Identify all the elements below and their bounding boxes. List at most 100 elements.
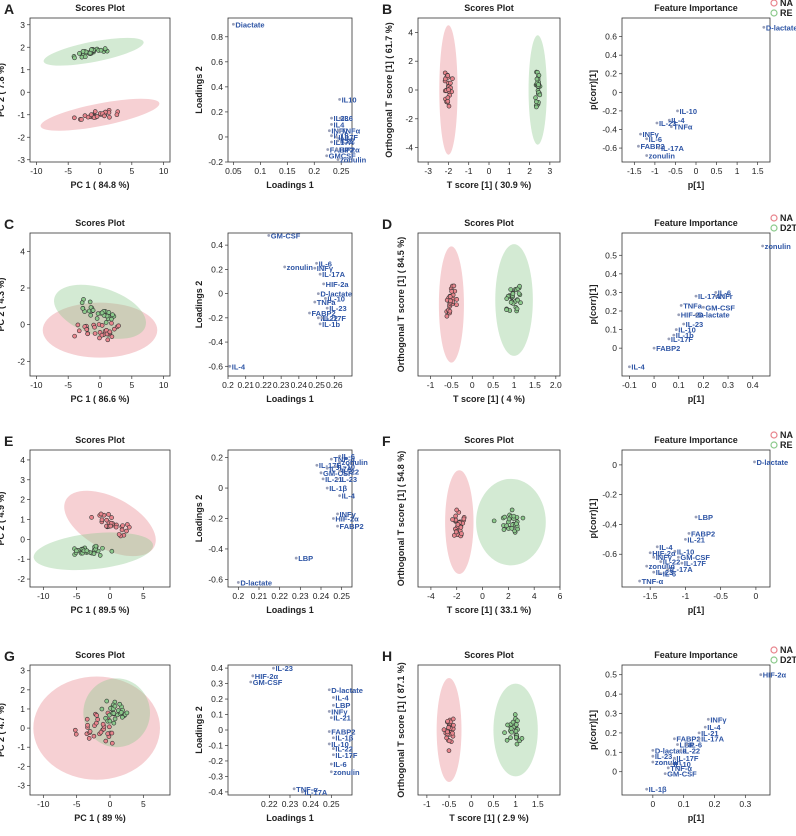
- score-point-NA: [461, 516, 467, 522]
- loading-point: [313, 266, 317, 270]
- score-point-NA: [97, 335, 102, 341]
- loading-label: LBP: [698, 513, 713, 522]
- x-tick-label: -10: [37, 591, 50, 601]
- y-tick-label: 0.2: [211, 264, 223, 274]
- score-point-D2T: [88, 312, 94, 318]
- panel-title: Scores Plot: [75, 218, 125, 228]
- x-axis-label: Loadings 1: [266, 394, 314, 404]
- score-point-D2T: [502, 730, 507, 735]
- y-tick-label: 0.2: [605, 306, 617, 316]
- x-tick-label: -2: [445, 166, 453, 176]
- score-point-RE: [74, 548, 79, 554]
- y-tick-label: -0.4: [602, 519, 617, 529]
- score-point-NA: [92, 109, 98, 114]
- loading-point: [637, 144, 640, 148]
- y-tick-label: -3: [17, 780, 25, 790]
- loading-label: TNFa: [317, 298, 337, 307]
- loading-point: [714, 291, 718, 294]
- loading-label: IL-6: [342, 452, 355, 461]
- score-point-RE: [100, 545, 105, 551]
- panel-letter: G: [4, 648, 15, 664]
- y-axis-label: PC 2 ( 4.7 %): [0, 703, 6, 757]
- x-tick-label: 0.5: [488, 799, 500, 809]
- score-point-RE: [97, 553, 103, 558]
- score-point-D2T: [519, 736, 525, 741]
- panel-F1: Scores Plot F -4 -2 0 2 4 6 T score [1] ( 33.1 %…: [382, 433, 563, 615]
- loading-label: IL-10: [680, 107, 698, 116]
- loading-label: IL-23: [656, 568, 674, 577]
- y-tick-label: 0.5: [605, 670, 617, 680]
- score-point-NA: [89, 515, 94, 520]
- plot-frame: [417, 664, 561, 796]
- y-tick-label: 0: [612, 460, 617, 470]
- x-tick-label: 0.15: [279, 166, 296, 176]
- y-tick-label: -2: [17, 574, 25, 584]
- loading-label: IL-17F: [684, 559, 707, 568]
- loading-label: IL-22: [320, 314, 338, 323]
- score-point-NA: [116, 532, 122, 537]
- loading-point: [336, 477, 339, 481]
- y-tick-label: 2: [20, 283, 25, 293]
- legend-label: RE: [780, 8, 793, 18]
- x-tick-label: 1: [512, 380, 517, 390]
- y-tick-label: -2: [17, 356, 25, 366]
- x-axis-label: PC 1 ( 89.5 %): [70, 605, 129, 615]
- y-axis-label: p(corr)[1]: [588, 498, 598, 538]
- loading-point: [318, 272, 322, 276]
- y-axis-label: Loadings 2: [194, 281, 204, 329]
- legend-label: NA: [780, 0, 793, 8]
- score-point-D2T: [106, 310, 112, 315]
- loading-label: IL-17F: [324, 314, 347, 323]
- loading-point: [666, 567, 670, 571]
- loading-label: GMCSF: [329, 152, 357, 161]
- score-point-NA: [79, 117, 84, 122]
- panel-title: Scores Plot: [464, 435, 514, 445]
- loading-point: [676, 109, 679, 113]
- score-point-NA: [112, 326, 117, 332]
- loading-point: [330, 140, 333, 144]
- loading-point: [338, 494, 341, 498]
- score-point-D2T: [99, 310, 105, 316]
- score-point-RE: [534, 104, 539, 110]
- loading-label: IL-17F: [335, 751, 358, 760]
- loading-label: D-lactate: [240, 578, 272, 587]
- loading-label: IL-4: [232, 362, 246, 371]
- plot-frame: [621, 17, 771, 163]
- loading-label: IL-4: [335, 694, 349, 703]
- loading-label: IL-6: [689, 741, 702, 750]
- loading-label: IL-1b: [322, 320, 340, 329]
- score-point-NA: [76, 328, 82, 334]
- loading-point: [645, 787, 649, 791]
- loading-label: IL-17F: [319, 461, 342, 470]
- loading-label: IL-17A: [698, 292, 722, 301]
- loading-point: [753, 460, 756, 464]
- x-tick-label: 0.1: [678, 799, 690, 809]
- loading-label: IL-6: [718, 288, 731, 297]
- loading-point: [301, 790, 304, 794]
- x-tick-label: 0.21: [237, 380, 254, 390]
- x-tick-label: 0: [754, 591, 759, 601]
- y-tick-label: -0.2: [602, 490, 617, 500]
- y-tick-label: 0: [218, 289, 223, 299]
- loading-label: IL17F: [338, 133, 358, 142]
- loading-label: zonulin: [649, 562, 676, 571]
- legend-marker: [770, 656, 778, 664]
- panel-title: Scores Plot: [464, 3, 514, 13]
- loading-label: D-lactate: [655, 746, 687, 755]
- loading-label: IL-22: [683, 746, 701, 755]
- loading-label: HIF-2α: [763, 671, 787, 680]
- score-point-NA: [94, 114, 100, 119]
- score-point-NA: [447, 294, 453, 299]
- x-tick-label: 0.24: [302, 799, 319, 809]
- score-point-NA: [454, 297, 459, 302]
- x-tick-label: 0.25: [308, 380, 325, 390]
- loading-label: IL-4: [671, 116, 685, 125]
- loading-point: [249, 680, 253, 684]
- x-tick-label: 4: [532, 591, 537, 601]
- loading-point: [329, 770, 333, 774]
- score-point-D2T: [90, 308, 96, 313]
- y-tick-label: 0.2: [211, 453, 223, 463]
- score-point-NA: [445, 718, 450, 724]
- score-point-D2T: [515, 718, 520, 723]
